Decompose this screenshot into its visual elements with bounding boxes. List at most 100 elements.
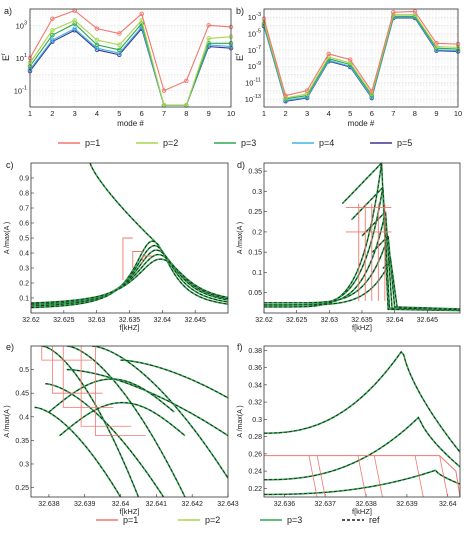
plot-frame: [30, 345, 229, 498]
y-tick-label: 10-7: [248, 45, 261, 55]
panel-label: d): [237, 160, 245, 170]
curve-ref: [89, 163, 160, 246]
panel-label: b): [236, 6, 244, 16]
x-tick-label: 32.62: [255, 317, 273, 324]
y-tick-label: 0.3: [252, 417, 262, 424]
curve-p2: [264, 235, 460, 310]
curve-p3: [264, 187, 460, 311]
curve-p1: [62, 346, 114, 408]
curve-p3: [66, 368, 228, 437]
panel-label: f): [237, 342, 243, 352]
x-axis-label: mode #: [348, 119, 375, 128]
curve-ref: [34, 406, 121, 497]
y-tick-label: 10-3: [248, 12, 261, 22]
y-tick-label: 0.2: [252, 229, 262, 236]
y-tick-exponent: -13: [253, 94, 261, 100]
y-tick-label: 0.3: [19, 266, 29, 273]
x-tick-label: 32.639: [396, 501, 418, 508]
y-tick-label: 10-1: [14, 86, 27, 96]
curve-ref: [48, 378, 175, 413]
y-tick-label: 0.6: [19, 221, 29, 228]
response-panel-3: 32.62 32.625 32.63 32.635 32.64 32.645 0.05 0.1…: [237, 163, 460, 332]
series-line-p1: [29, 10, 232, 92]
x-tick-label: 32.643: [217, 501, 239, 508]
curve-p1: [373, 455, 383, 497]
data-point: [304, 88, 310, 93]
x-tick-label: 32.635: [351, 317, 373, 324]
y-tick-exponent: -9: [256, 61, 261, 67]
curve-ref: [264, 187, 460, 311]
legend-label-p1: p=1: [85, 138, 100, 148]
x-tick-label: 8: [184, 109, 188, 118]
curve-ref: [66, 346, 186, 497]
data-point: [72, 18, 77, 23]
curve-p1: [414, 455, 424, 497]
curve-p3: [41, 346, 140, 497]
series-line-p1: [263, 10, 459, 97]
x-tick-label: 32.63: [88, 317, 106, 324]
y-tick-label: 0.1: [19, 296, 29, 303]
x-tick-label: 32.645: [184, 317, 206, 324]
x-tick-label: 5: [348, 109, 352, 118]
curve-ref: [31, 258, 228, 304]
curve-ref: [264, 351, 460, 453]
y-tick-label: 0.45: [15, 391, 29, 398]
x-tick-label: 8: [413, 109, 417, 118]
error-panel-1: 1 2 3 4 5 6 7 8 9 10 10-13 10-11 10-9 10-7 10-5 10-3 mod…: [235, 8, 462, 128]
curve-ref: [351, 187, 384, 221]
y-tick-label: 0.5: [19, 367, 29, 374]
curve-p1: [308, 455, 318, 497]
x-tick-label: 32.645: [417, 317, 439, 324]
curve-p1: [122, 237, 133, 280]
curve-p1: [41, 346, 92, 361]
y-tick-exponent: -11: [253, 78, 261, 84]
curve-p1: [142, 255, 153, 264]
x-axis-label: mode #: [117, 119, 144, 128]
curve-p2: [264, 163, 460, 312]
curve-p1: [439, 455, 460, 497]
curve-ref: [31, 240, 228, 309]
x-tick-label: 32.64: [154, 317, 172, 324]
error-panel-0: 1 2 3 4 5 6 7 8 9 10 10-1 101 103 mode # Er: [1, 8, 235, 128]
y-tick-label: 0.9: [19, 176, 29, 183]
y-tick-label: 10-5: [248, 29, 261, 39]
plot-frame: [263, 345, 461, 498]
curve-p3: [264, 163, 460, 312]
data-point: [94, 26, 100, 31]
legend-label-p3: p=3: [287, 515, 302, 525]
x-tick-label: 3: [305, 109, 309, 118]
x-tick-label: 7: [391, 109, 395, 118]
legend-label-p3: p=3: [241, 138, 256, 148]
data-point: [184, 78, 189, 84]
x-tick-label: 10: [227, 109, 235, 118]
legend: p=1 p=2 p=3 ref: [96, 515, 380, 525]
y-axis-label: E: [235, 55, 245, 61]
curve-ref: [264, 416, 460, 481]
data-point: [94, 37, 100, 43]
curve-p3: [89, 163, 160, 247]
y-tick-label: 0.36: [248, 365, 262, 372]
x-tick-label: 32.635: [119, 317, 141, 324]
x-tick-label: 9: [207, 109, 211, 118]
x-tick-label: 32.64: [386, 317, 404, 324]
data-point: [412, 9, 418, 14]
y-tick-label: 103: [16, 20, 27, 30]
y-axis-label: E: [1, 55, 11, 61]
x-tick-label: 10: [454, 109, 462, 118]
curve-p2: [91, 346, 228, 479]
x-tick-label: 6: [140, 109, 144, 118]
x-tick-label: 32.638: [38, 501, 60, 508]
x-tick-label: 32.63: [321, 317, 339, 324]
curve-p3: [264, 416, 460, 481]
response-panel-4: 32.638 32.639 32.64 32.641 32.642 32.643 0.25 0…: [4, 346, 239, 516]
series-line-p2: [263, 14, 459, 99]
x-tick-label: 32.64: [439, 501, 457, 508]
y-tick-label: 0.4: [19, 251, 29, 258]
y-axis-label-superscript: r: [1, 53, 7, 55]
y-tick-exponent: -1: [22, 86, 27, 92]
y-tick-label: 0.22: [248, 486, 262, 493]
data-point: [139, 11, 144, 17]
data-point: [347, 57, 353, 62]
y-tick-label: 0.35: [248, 169, 262, 176]
x-tick-label: 5: [117, 109, 121, 118]
